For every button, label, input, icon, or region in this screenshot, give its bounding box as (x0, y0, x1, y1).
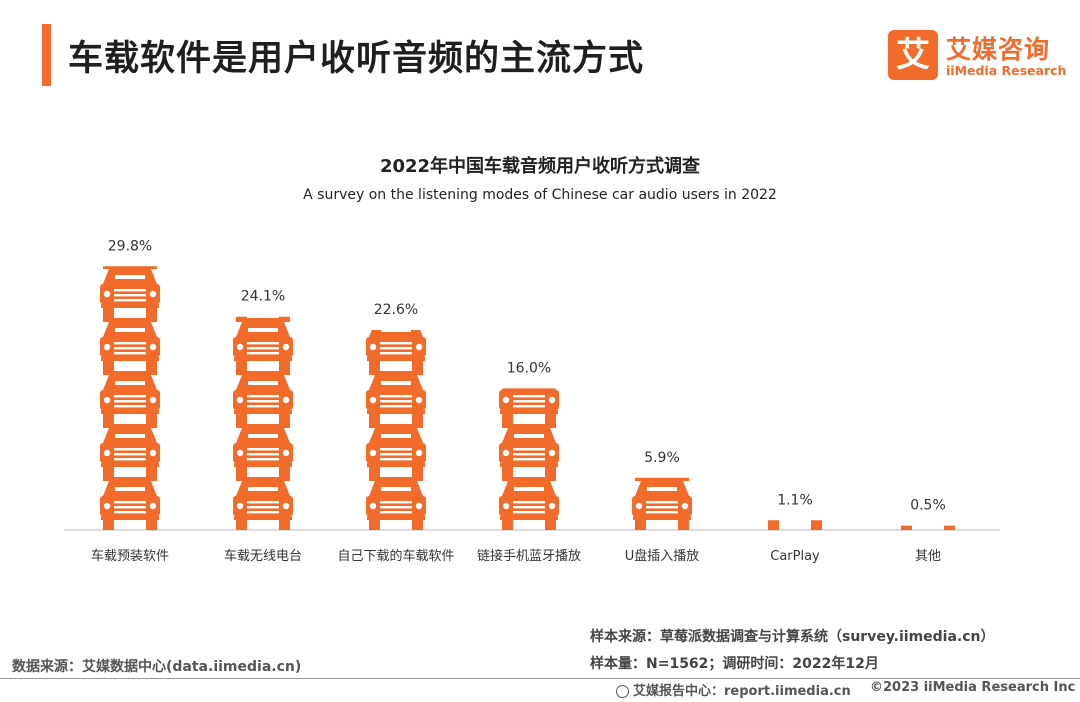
bar-6 (765, 424, 825, 530)
bar-5 (632, 424, 692, 530)
data-label: 5.9% (644, 450, 680, 466)
category-label: CarPlay (770, 549, 820, 564)
category-label: U盘插入播放 (625, 548, 700, 564)
data-label: 16.0% (507, 360, 551, 376)
category-label: 车载无线电台 (224, 548, 302, 564)
sample-size: 样本量：N=1562；调研时间：2022年12月 (590, 653, 879, 673)
bar-4 (499, 318, 559, 530)
bar-2 (233, 212, 293, 530)
bar-1 (100, 212, 160, 530)
data-label: 22.6% (374, 302, 418, 318)
bar-7 (898, 424, 958, 530)
sample-source: 样本来源：草莓派数据调查与计算系统（survey.iimedia.cn） (590, 626, 995, 646)
pictogram-bar-chart: 29.8% 车载预装软件 24.1% 车载无线电台 22.6% 自己下载的车载软件 16.0… (0, 0, 1080, 702)
copyright: ©2023 iiMedia Research Inc (870, 680, 1075, 695)
category-label: 自己下载的车载软件 (337, 548, 454, 564)
category-label: 其他 (915, 549, 941, 564)
data-source: 数据来源：艾媒数据中心(data.iimedia.cn) (12, 656, 301, 676)
data-label: 1.1% (777, 492, 813, 508)
category-label: 车载预装软件 (91, 548, 169, 564)
report-center: 艾媒报告中心：report.iimedia.cn (616, 680, 851, 699)
category-label: 链接手机蓝牙播放 (477, 548, 581, 564)
footer-divider (0, 678, 1080, 679)
globe-icon (616, 685, 629, 698)
report-center-text: 艾媒报告中心：report.iimedia.cn (633, 684, 851, 699)
data-label: 24.1% (241, 289, 285, 305)
data-label: 0.5% (910, 498, 946, 514)
data-label: 29.8% (108, 238, 152, 254)
